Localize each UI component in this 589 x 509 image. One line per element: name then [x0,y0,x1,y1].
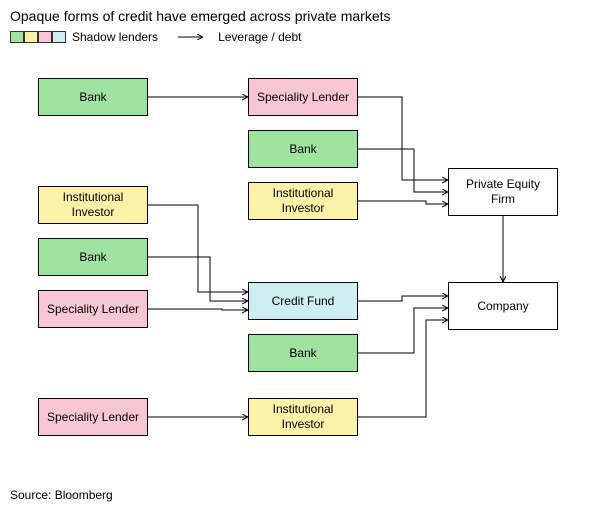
legend: Shadow lenders Leverage / debt [10,30,301,44]
chart-title: Opaque forms of credit have emerged acro… [10,8,391,24]
legend-shadow-label: Shadow lenders [72,30,158,44]
legend-swatch [38,31,52,43]
legend-leverage-label: Leverage / debt [218,30,301,44]
node-spec1: Speciality Lender [38,290,148,328]
edge-inst1-credit [148,205,248,292]
legend-swatches [10,31,66,43]
source-attribution: Source: Bloomberg [10,488,113,502]
node-spec2: Speciality Lender [38,398,148,436]
node-bank_m1: Bank [248,130,358,168]
node-pe: Private Equity Firm [448,168,558,216]
legend-swatch [10,31,24,43]
node-inst_m2: Institutional Investor [248,398,358,436]
edge-bank_m1-pe [358,149,448,192]
legend-arrow-sample [178,32,208,42]
edge-inst_m2-company [358,320,448,417]
edge-bank2-credit [148,257,248,301]
edge-inst_m1-pe [358,201,448,204]
node-inst_m1: Institutional Investor [248,182,358,220]
legend-swatch [52,31,66,43]
node-bank_m2: Bank [248,334,358,372]
node-credit: Credit Fund [248,282,358,320]
node-bank2: Bank [38,238,148,276]
node-inst1: Institutional Investor [38,186,148,224]
legend-swatch [24,31,38,43]
edge-spec1-credit [148,309,248,310]
node-bank1: Bank [38,78,148,116]
edge-spec_m-pe [358,97,448,180]
node-company: Company [448,282,558,330]
node-spec_m: Speciality Lender [248,78,358,116]
edge-credit-company [358,296,448,301]
edge-bank_m2-company [358,308,448,353]
